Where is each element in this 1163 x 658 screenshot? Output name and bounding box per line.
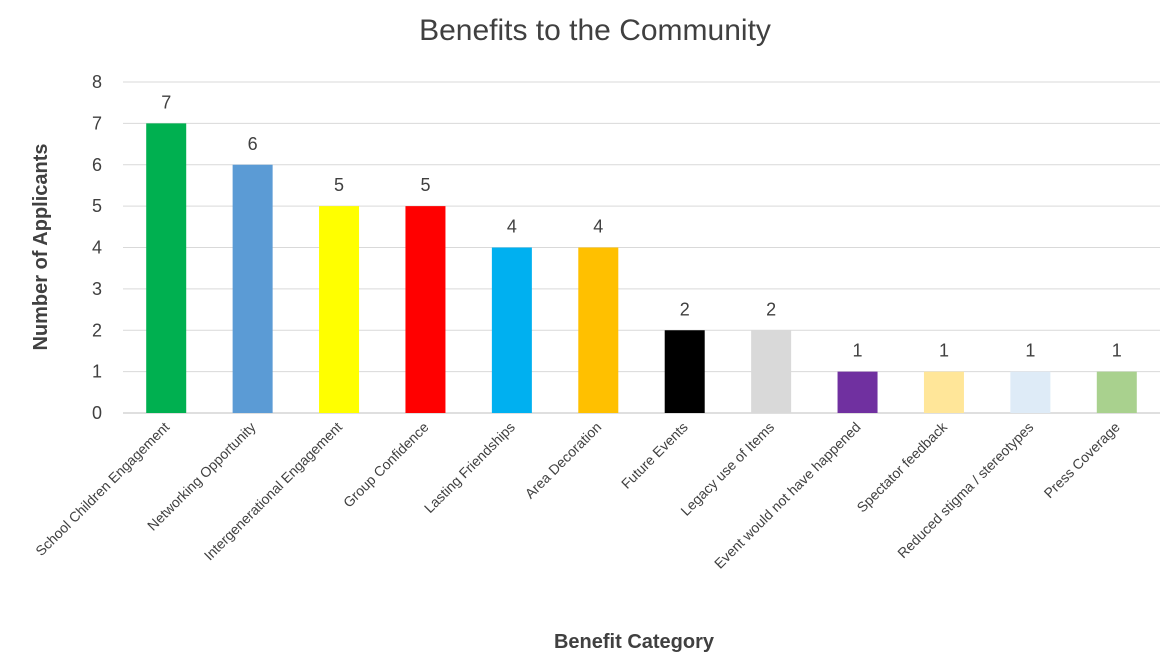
y-tick-label: 3 (92, 279, 102, 299)
bar (578, 247, 619, 413)
chart-title: Benefits to the Community (419, 14, 771, 47)
bar (405, 206, 446, 413)
data-label: 6 (248, 134, 258, 154)
x-category-label: Legacy use of Items (677, 419, 777, 519)
y-tick-label: 8 (92, 72, 102, 92)
bar (232, 164, 273, 413)
y-tick-label: 4 (92, 238, 102, 258)
data-label: 1 (853, 341, 863, 361)
data-label: 4 (593, 217, 603, 237)
x-category-label: School Children Engagement (32, 419, 172, 559)
y-axis-ticks: 0 1 2 3 4 5 6 7 8 (92, 72, 102, 423)
y-tick-label: 5 (92, 196, 102, 216)
x-category-label: Reduced stigma / stereotypes (894, 419, 1036, 561)
gridlines (123, 81, 1160, 414)
y-tick-label: 1 (92, 362, 102, 382)
y-axis-title: Number of Applicants (30, 143, 52, 350)
x-category-label: Group Confidence (340, 419, 432, 511)
bar (751, 330, 792, 413)
y-tick-label: 2 (92, 320, 102, 340)
data-label: 2 (766, 299, 776, 319)
bar (1096, 371, 1137, 413)
bar (146, 123, 187, 413)
x-category-label: Press Coverage (1041, 419, 1123, 501)
x-category-label: Spectator feedback (853, 418, 950, 515)
data-labels: 7 6 5 5 4 4 2 2 1 1 1 1 (161, 92, 1122, 360)
y-tick-label: 6 (92, 155, 102, 175)
x-category-label: Intergenerational Engagement (201, 419, 346, 564)
x-axis-title: Benefit Category (554, 631, 715, 653)
x-category-label: Area Decoration (522, 419, 605, 502)
data-label: 4 (507, 217, 517, 237)
y-tick-label: 0 (92, 403, 102, 423)
data-label: 2 (680, 299, 690, 319)
bar (923, 371, 964, 413)
data-label: 5 (334, 175, 344, 195)
bar (491, 247, 532, 413)
bar (837, 371, 878, 413)
data-label: 1 (939, 341, 949, 361)
y-tick-label: 7 (92, 113, 102, 133)
data-label: 1 (1112, 341, 1122, 361)
data-label: 7 (161, 92, 171, 112)
x-category-label: Event would not have happened (711, 419, 864, 572)
bar (664, 330, 705, 413)
bar (319, 206, 360, 413)
x-category-label: Future Events (618, 419, 691, 492)
bar (1010, 371, 1051, 413)
x-category-label: Lasting Friendships (421, 419, 518, 516)
data-label: 1 (1025, 341, 1035, 361)
bars (146, 123, 1137, 413)
data-label: 5 (420, 175, 430, 195)
